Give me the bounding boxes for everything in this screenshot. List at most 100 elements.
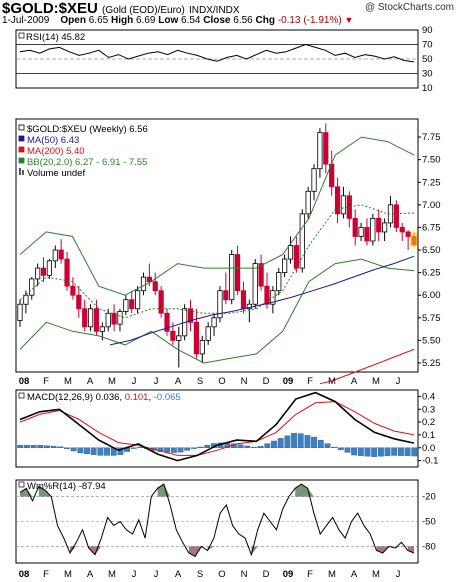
candle	[23, 290, 29, 314]
candle	[370, 213, 376, 246]
price-legend-item	[18, 124, 25, 131]
macd-histogram-bar	[397, 447, 404, 456]
macd-histogram-bar	[117, 447, 124, 455]
candle	[364, 218, 370, 246]
quote-date: 1-Jul-2009	[2, 15, 50, 26]
macd-histogram-bar	[190, 447, 197, 449]
x-axis-label: J	[396, 376, 401, 387]
chg-label: Chg	[255, 15, 275, 26]
x-axis-label: F	[43, 569, 49, 580]
price-tick-label: 6.25	[422, 268, 441, 279]
macd-histogram-bar	[130, 447, 137, 449]
price-legend-item	[18, 146, 25, 153]
wmr-legend-swatch	[18, 481, 25, 488]
rsi-tick-label: 90	[422, 25, 433, 36]
candle-body	[334, 186, 341, 215]
candle	[29, 277, 35, 300]
candle-body	[405, 231, 411, 237]
candle	[217, 286, 223, 323]
candle-body	[176, 335, 182, 341]
candle-body	[340, 195, 347, 215]
macd-histogram-bar	[357, 447, 364, 456]
macd-histogram-bar	[70, 447, 77, 452]
macd-histogram-bar	[30, 445, 37, 448]
x-axis-label: D	[263, 569, 270, 580]
rsi-tick-label: 10	[422, 83, 433, 94]
price-legend-item	[18, 157, 25, 164]
high-label: High	[110, 15, 134, 26]
legend-swatch	[18, 146, 25, 153]
candle-body	[399, 227, 405, 233]
candle	[176, 326, 182, 368]
rsi-legend-text: RSI(14) 45.82	[26, 32, 85, 43]
x-axis-label: F	[307, 569, 313, 580]
macd-histogram-bar	[404, 447, 411, 457]
macd-legend-text: MACD(12,26,9) 0.036, 0.101, -0.065	[27, 392, 181, 403]
candle-body	[311, 168, 317, 192]
candle	[40, 257, 47, 282]
price-tick-label: 7.25	[422, 177, 441, 188]
price-legend-item	[19, 168, 24, 175]
macd-histogram-bar	[164, 447, 171, 453]
candle	[399, 222, 405, 241]
legend-swatch	[18, 124, 25, 131]
candle-body	[352, 217, 358, 237]
macd-histogram-bar	[50, 445, 57, 448]
candle-body	[358, 227, 364, 237]
macd-tick-label: 0.4	[422, 391, 435, 402]
x-axis-label: A	[351, 376, 358, 387]
candle-body	[234, 254, 241, 292]
x-axis-label: F	[43, 376, 49, 387]
candle-body	[135, 290, 141, 310]
candle-body	[211, 317, 217, 328]
candle	[152, 272, 158, 296]
macd-histogram-bar	[331, 446, 338, 448]
rsi-legend	[18, 32, 25, 39]
macd-signal-line	[19, 401, 415, 456]
macd-histogram-bar	[384, 447, 391, 457]
candle-body	[287, 245, 294, 260]
macd-tick-label: 0.0	[422, 443, 435, 454]
candle-body	[140, 276, 147, 292]
legend-swatch	[18, 157, 25, 164]
wmr-tick-label: -50	[422, 517, 436, 528]
candle	[123, 295, 129, 316]
candle-body	[111, 312, 117, 325]
candle	[135, 286, 141, 314]
candle	[311, 164, 317, 201]
candle-body	[146, 276, 152, 283]
candle	[299, 209, 305, 273]
candle	[376, 209, 382, 241]
candle-body	[105, 312, 111, 328]
macd-histogram-bar	[37, 445, 44, 448]
candle	[405, 230, 411, 251]
candle-body	[264, 285, 270, 305]
price-tick-label: 6.75	[422, 222, 441, 233]
x-axis-label: M	[372, 569, 380, 580]
wmr-tick-label: -80	[422, 541, 436, 552]
x-axis-label: O	[218, 569, 225, 580]
macd-histogram-bar	[351, 447, 358, 456]
candle	[229, 250, 235, 305]
candle-body	[170, 330, 176, 341]
close-value: 6.56	[233, 15, 253, 26]
x-axis-label: M	[64, 569, 72, 580]
macd-tick-label: -0.1	[422, 456, 438, 467]
rsi-legend-swatch	[18, 32, 25, 39]
candle-body	[93, 308, 100, 332]
candle-body	[217, 290, 223, 319]
candle-body	[129, 299, 135, 310]
candle-body	[35, 267, 41, 280]
bb-lower-line	[19, 258, 415, 364]
macd-histogram-bar	[284, 435, 291, 448]
x-axis-label: J	[154, 376, 159, 387]
x-axis-label: M	[372, 376, 380, 387]
x-axis-label: 09	[283, 569, 294, 580]
price-legend-text: Volume undef	[27, 168, 85, 179]
price-tick-label: 7.50	[422, 155, 441, 166]
x-axis-label: S	[197, 376, 203, 387]
candle-body	[299, 213, 305, 269]
x-axis-label: F	[307, 376, 313, 387]
candle	[305, 186, 311, 219]
x-axis-label: J	[132, 376, 137, 387]
